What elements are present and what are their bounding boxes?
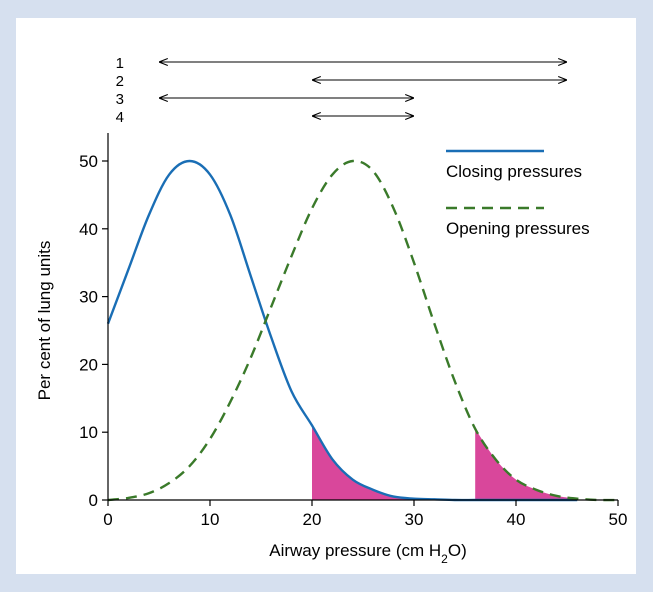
legend-label: Opening pressures bbox=[446, 219, 590, 238]
y-tick-label: 30 bbox=[79, 288, 98, 307]
legend-label: Closing pressures bbox=[446, 162, 582, 181]
x-ticks: 0 10 20 30 40 50 bbox=[103, 500, 627, 529]
shaded-region-2 bbox=[475, 428, 578, 500]
y-axis-label: Per cent of lung units bbox=[35, 241, 54, 401]
y-tick-label: 0 bbox=[89, 491, 98, 510]
x-tick-label: 30 bbox=[405, 510, 424, 529]
x-tick-label: 20 bbox=[303, 510, 322, 529]
x-tick-label: 40 bbox=[507, 510, 526, 529]
chart-svg: 0 10 20 30 40 50 0 10 20 30 40 50 Airway pressure … bbox=[35, 55, 627, 566]
range-label-1: 1 bbox=[116, 55, 124, 72]
y-tick-label: 20 bbox=[79, 355, 98, 374]
y-ticks: 0 10 20 30 40 50 bbox=[79, 152, 108, 510]
series-line-opening-pressures bbox=[107, 159, 619, 502]
range-label-2: 2 bbox=[116, 73, 124, 90]
figure-panel: 0 10 20 30 40 50 0 10 20 30 40 50 Airway pressure … bbox=[16, 18, 636, 574]
shaded-region-1 bbox=[312, 425, 455, 500]
x-tick-label: 50 bbox=[609, 510, 628, 529]
x-tick-label: 10 bbox=[201, 510, 220, 529]
shaded-regions bbox=[312, 425, 578, 500]
x-tick-label: 0 bbox=[103, 510, 112, 529]
y-tick-label: 50 bbox=[79, 152, 98, 171]
x-axis-label: Airway pressure (cm H2O) bbox=[269, 541, 467, 566]
y-tick-label: 40 bbox=[79, 220, 98, 239]
y-tick-label: 10 bbox=[79, 423, 98, 442]
series-line-closing-pressures bbox=[106, 159, 578, 502]
range-label-3: 3 bbox=[116, 91, 124, 108]
legend: Closing pressures Opening pressures bbox=[446, 149, 590, 238]
range-label-4: 4 bbox=[116, 109, 124, 126]
series-lines bbox=[106, 159, 619, 502]
